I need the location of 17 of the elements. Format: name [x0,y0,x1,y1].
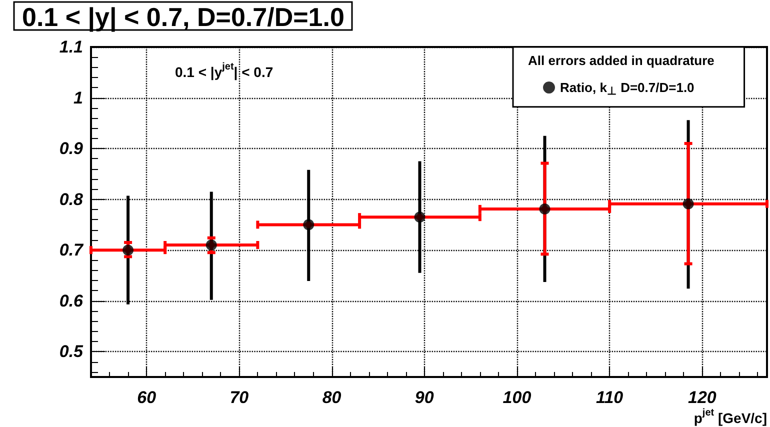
legend-label: Ratio, k⊥ D=0.7/D=1.0 [560,80,694,98]
x-tick-label: 80 [322,388,342,407]
legend-title: All errors added in quadrature [528,53,714,68]
y-tick-label: 1 [74,88,83,108]
y-tick-label: 0.6 [59,291,84,310]
x-tick-label: 60 [137,388,157,407]
x-tick-label: 70 [230,388,250,407]
y-tick-label: 0.7 [59,240,85,260]
x-tick-label: 100 [502,388,532,407]
chart-title: 0.1 < |y| < 0.7, D=0.7/D=1.0 [22,2,344,32]
y-tick-label: 0.8 [59,190,84,209]
x-tick-label: 110 [596,388,624,407]
x-tick-label: 90 [414,388,434,407]
y-tick-label: 0.5 [59,342,84,362]
y-tick-label: 1.1 [59,38,83,56]
x-tick-label: 120 [688,388,717,407]
y-tick-label: 0.9 [59,139,84,158]
